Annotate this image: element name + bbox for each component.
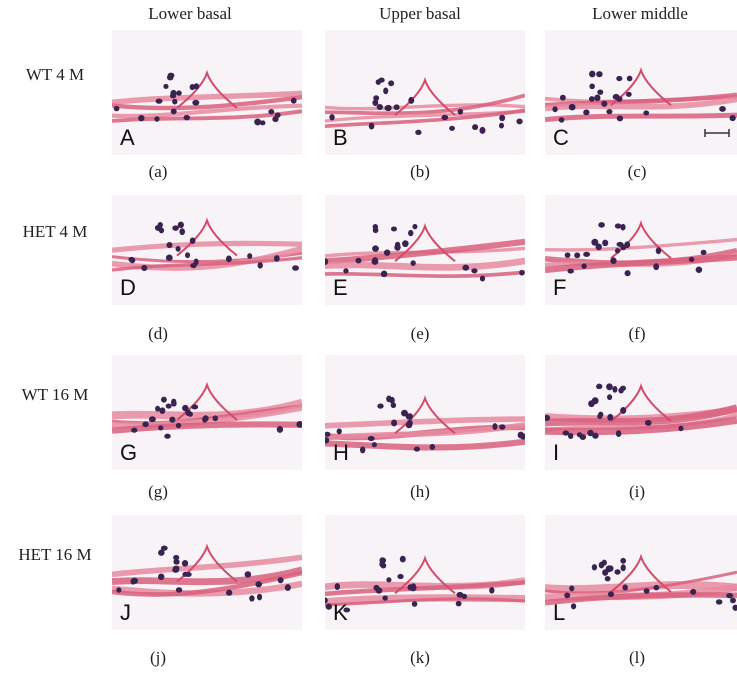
row-label: WT 16 M (0, 385, 110, 405)
panel-caption: (a) (128, 162, 188, 182)
row-label: HET 16 M (0, 545, 110, 565)
tissue-image (325, 515, 525, 630)
panel-letter: B (333, 125, 348, 151)
micrograph-panel: K (325, 515, 525, 630)
micrograph-panel: L (545, 515, 737, 630)
panel-caption: (c) (607, 162, 667, 182)
tissue-image (112, 355, 302, 470)
panel-letter: A (120, 125, 135, 151)
panel-caption: (i) (607, 482, 667, 502)
figure: Lower basal Upper basal Lower middle WT 4 M… (0, 0, 737, 676)
panel-caption: (j) (128, 648, 188, 668)
tissue-image (112, 195, 302, 305)
column-header: Lower middle (560, 4, 720, 24)
column-header: Lower basal (110, 4, 270, 24)
panel-letter: C (553, 125, 569, 151)
tissue-image (112, 515, 302, 630)
column-header: Upper basal (340, 4, 500, 24)
panel-letter: E (333, 275, 348, 301)
micrograph-panel: A (112, 30, 302, 155)
row-label: HET 4 M (0, 222, 110, 242)
panel-letter: L (553, 600, 565, 626)
micrograph-panel: G (112, 355, 302, 470)
panel-caption: (h) (390, 482, 450, 502)
tissue-image (545, 355, 737, 470)
row-label: WT 4 M (0, 65, 110, 85)
panel-letter: K (333, 600, 348, 626)
panel-letter: G (120, 440, 137, 466)
panel-caption: (g) (128, 482, 188, 502)
panel-letter: J (120, 600, 131, 626)
tissue-image (545, 515, 737, 630)
panel-letter: H (333, 440, 349, 466)
panel-caption: (b) (390, 162, 450, 182)
micrograph-panel: J (112, 515, 302, 630)
tissue-image (112, 30, 302, 155)
tissue-image (325, 30, 525, 155)
panel-caption: (d) (128, 324, 188, 344)
scale-bar (705, 129, 729, 137)
micrograph-panel: D (112, 195, 302, 305)
micrograph-panel: F (545, 195, 737, 305)
panel-caption: (l) (607, 648, 667, 668)
panel-letter: F (553, 275, 566, 301)
panel-caption: (f) (607, 324, 667, 344)
micrograph-panel: E (325, 195, 525, 305)
micrograph-panel: C (545, 30, 737, 155)
panel-letter: D (120, 275, 136, 301)
tissue-image (325, 355, 525, 470)
micrograph-panel: B (325, 30, 525, 155)
tissue-image (545, 195, 737, 305)
tissue-image (545, 30, 737, 155)
micrograph-panel: H (325, 355, 525, 470)
panel-letter: I (553, 440, 559, 466)
micrograph-panel: I (545, 355, 737, 470)
tissue-image (325, 195, 525, 305)
panel-caption: (k) (390, 648, 450, 668)
panel-caption: (e) (390, 324, 450, 344)
